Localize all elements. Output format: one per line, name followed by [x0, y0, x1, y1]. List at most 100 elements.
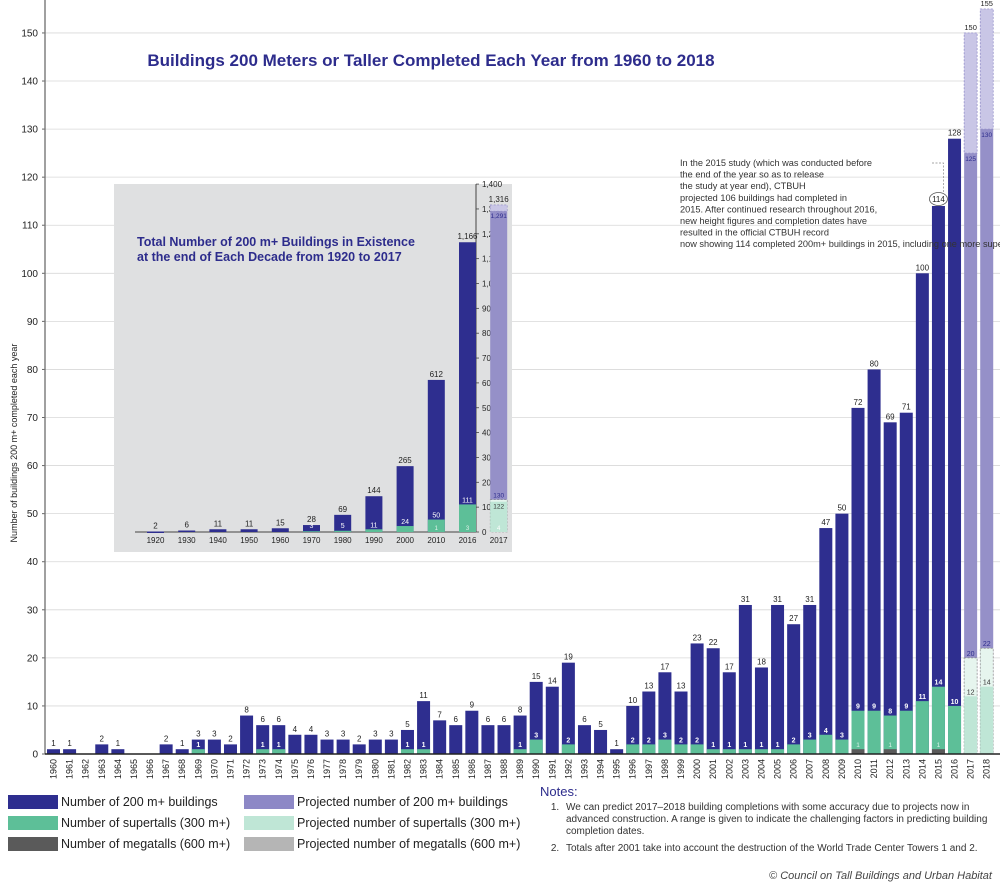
bar-label-supertalls: 1 [277, 742, 281, 749]
bar-label-supertalls: 1 [518, 742, 522, 749]
legend-item-supertalls: Number of supertalls (300 m+) [8, 816, 230, 830]
bar-label-buildings: 27 [789, 614, 798, 623]
bar-label-buildings: 17 [660, 662, 669, 671]
inset-bar-label: 28 [307, 515, 316, 524]
legend-label: Number of megatalls (600 m+) [61, 837, 231, 851]
inset-y-tick-label: 600 [482, 379, 496, 388]
inset-bar-buildings [365, 496, 383, 532]
circled-label-2015 [929, 192, 948, 206]
bar-label-projected-supertalls-high: 20 [967, 651, 975, 658]
bar-supertalls [948, 705, 962, 754]
inset-bar-label-supertalls: 50 [432, 513, 440, 520]
bar-buildings [931, 206, 945, 754]
x-tick-label: 1974 [274, 759, 284, 779]
bar-label-supertalls: 2 [679, 737, 683, 744]
bar-label-supertalls: 2 [792, 737, 796, 744]
x-tick-label: 2015 [933, 759, 943, 779]
inset-x-tick-label: 1920 [147, 536, 165, 545]
x-tick-label: 2003 [740, 759, 750, 779]
bar-supertalls [819, 734, 833, 754]
bar-buildings [819, 528, 833, 754]
bar-label-buildings: 6 [486, 715, 491, 724]
inset-bar-supertalls [334, 530, 352, 532]
bar-label-supertalls: 2 [647, 737, 651, 744]
legend-item-projected-megatalls: Projected number of megatalls (600 m+) [244, 837, 520, 851]
inset-bar-projected-range [489, 204, 508, 212]
x-tick-label: 1994 [596, 759, 606, 779]
bar-buildings [384, 739, 398, 754]
x-tick-label: 1972 [242, 759, 252, 779]
x-tick-label: 1990 [531, 759, 541, 779]
chart-title: Buildings 200 Meters or Taller Completed… [147, 51, 714, 70]
x-tick-label: 1997 [644, 759, 654, 779]
inset-x-tick-label: 1970 [303, 536, 321, 545]
inset-bars: 1920219306194011195011196015197028319806… [147, 195, 510, 545]
inset-x-tick-label: 1990 [365, 536, 383, 545]
bar-label-supertalls: 9 [872, 704, 876, 711]
bar-label-buildings: 31 [773, 595, 782, 604]
x-tick-label: 2002 [724, 759, 734, 779]
inset-bar-projected-buildings [490, 211, 508, 532]
bar-label-buildings: 22 [709, 638, 718, 647]
annotation-line: the study at year end), CTBUH [680, 181, 806, 191]
bar-label-buildings: 3 [212, 730, 217, 739]
inset-bar-buildings [209, 529, 227, 532]
x-tick-label: 2005 [773, 759, 783, 779]
bar-label-buildings: 9 [470, 701, 475, 710]
x-tick-label: 2004 [756, 759, 766, 779]
bar-label-buildings: 4 [309, 725, 314, 734]
bar-supertalls [803, 739, 817, 754]
bar-buildings [594, 729, 608, 754]
bar-label-buildings: 11 [419, 691, 428, 700]
x-tick-label: 2001 [708, 759, 718, 779]
inset-bar-buildings [271, 528, 289, 532]
bar-label-projected-high: 155 [980, 0, 993, 8]
inset-title-line-2: at the end of Each Decade from 1920 to 2… [137, 250, 402, 264]
x-tick-label: 2012 [885, 759, 895, 779]
inset-bar-label-supertalls: 24 [401, 519, 409, 526]
inset-bar-supertalls [365, 529, 383, 532]
bar-buildings [240, 715, 254, 754]
inset-bar-label-supertalls: 3 [310, 523, 314, 530]
inset-bar-label: 265 [398, 456, 412, 465]
inset-bar-buildings [240, 529, 258, 532]
bar-buildings [577, 725, 591, 754]
bar-supertalls [771, 749, 785, 754]
bar-buildings [175, 749, 189, 754]
bar-label-supertalls: 9 [904, 704, 908, 711]
bar-label-buildings: 128 [948, 129, 962, 138]
legend-item-projected-supertalls: Projected number of supertalls (300 m+) [244, 816, 520, 830]
bar-label-supertalls: 2 [631, 737, 635, 744]
inset-bar-supertalls [303, 531, 320, 532]
bar-supertalls [883, 715, 897, 754]
x-tick-label: 1992 [563, 759, 573, 779]
inset-bar-label-supertalls: 111 [462, 497, 473, 504]
inset-bar-buildings [303, 525, 320, 532]
bar-label-megatalls: 1 [937, 742, 941, 749]
annotation-line: new height figures and completion dates … [680, 216, 867, 226]
bar-buildings [95, 744, 109, 754]
inset-bar-label-projected-supertalls-low: 122 [493, 504, 504, 511]
bar-label-buildings: 13 [644, 682, 653, 691]
annotation-leader-line [932, 162, 944, 193]
notes-heading: Notes: [540, 784, 578, 799]
bar-buildings [529, 681, 543, 754]
bar-buildings [272, 725, 286, 754]
bar-label-buildings: 6 [277, 715, 282, 724]
bar-label-buildings: 7 [437, 710, 442, 719]
inset-y-tick-label: 300 [482, 453, 496, 462]
bar-label-buildings: 17 [725, 662, 734, 671]
bar-buildings [304, 734, 318, 754]
bar-supertalls [513, 749, 527, 754]
bar-label-buildings: 31 [805, 595, 814, 604]
y-tick-label: 0 [32, 750, 38, 761]
inset-y-tick-label: 400 [482, 429, 496, 438]
note-1: We can predict 2017–2018 building comple… [562, 802, 995, 838]
x-tick-label: 2007 [805, 759, 815, 779]
bar-label-supertalls: 1 [711, 742, 715, 749]
x-tick-label: 2006 [789, 759, 799, 779]
bar-label-megatalls: 1 [888, 742, 892, 749]
bar-label-supertalls: 1 [406, 742, 410, 749]
bar-buildings [513, 715, 527, 754]
